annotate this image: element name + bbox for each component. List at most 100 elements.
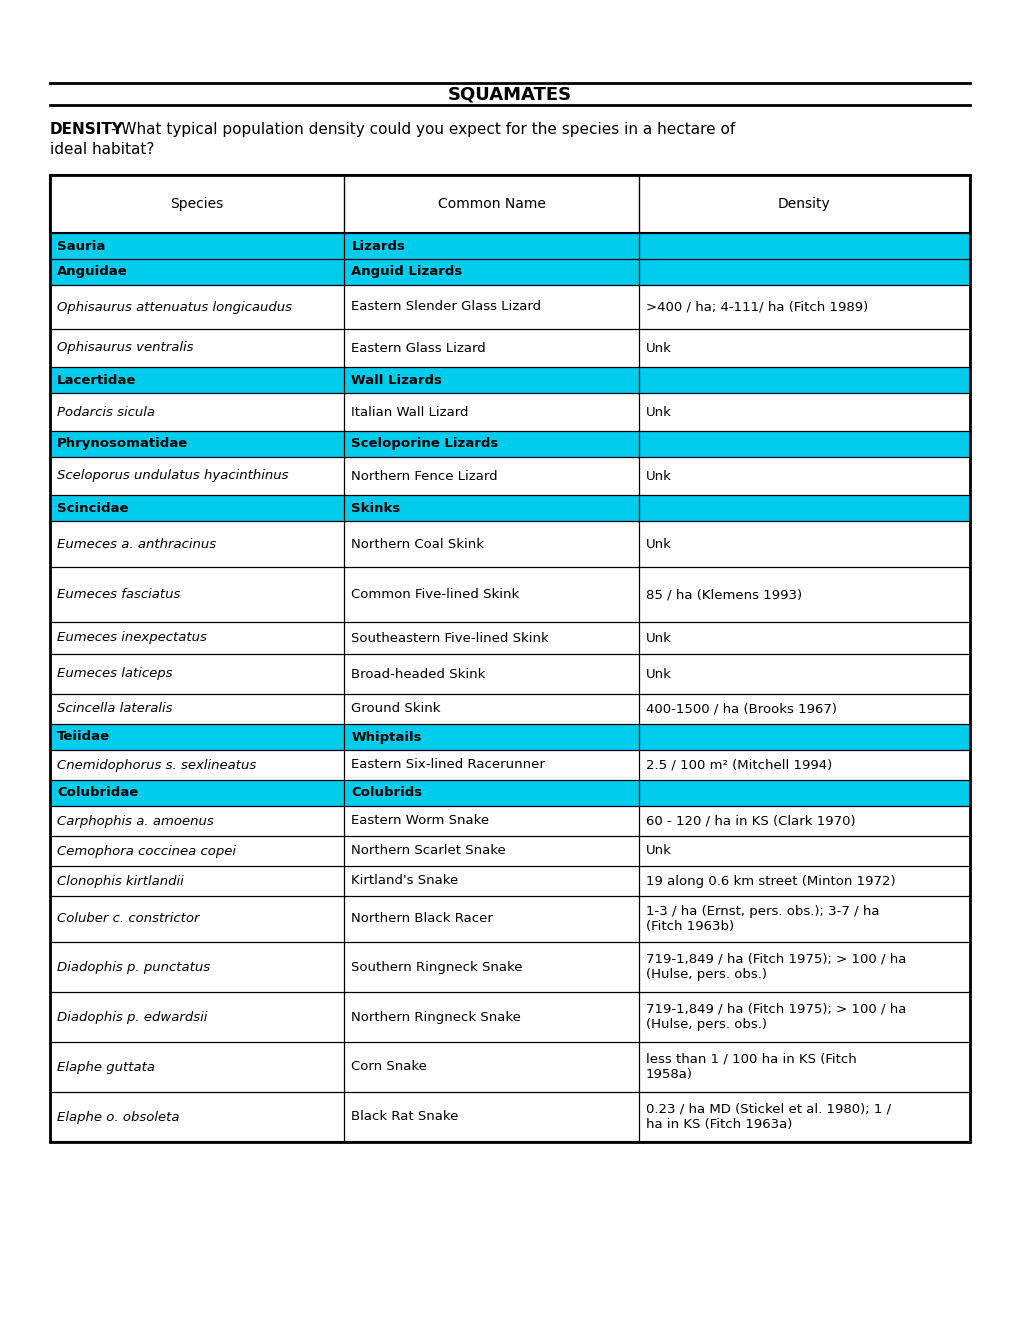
Bar: [50, 1041, 969, 1092]
Bar: [50, 993, 969, 1041]
Text: Unk: Unk: [645, 537, 672, 550]
Bar: [50, 807, 969, 836]
Bar: [50, 393, 969, 432]
Bar: [50, 521, 969, 568]
Text: Unk: Unk: [645, 405, 672, 418]
Text: DENSITY: DENSITY: [50, 121, 124, 137]
Bar: [50, 1092, 969, 1142]
Text: Scincella lateralis: Scincella lateralis: [57, 702, 172, 715]
Bar: [50, 176, 969, 234]
Text: Unk: Unk: [645, 631, 672, 644]
Text: 85 / ha (Klemens 1993): 85 / ha (Klemens 1993): [645, 587, 801, 601]
Text: Northern Black Racer: Northern Black Racer: [352, 912, 493, 925]
Text: 1-3 / ha (Ernst, pers. obs.); 3-7 / ha
(Fitch 1963b): 1-3 / ha (Ernst, pers. obs.); 3-7 / ha (…: [645, 906, 878, 933]
Text: >400 / ha; 4-111/ ha (Fitch 1989): >400 / ha; 4-111/ ha (Fitch 1989): [645, 301, 867, 314]
Text: Sauria: Sauria: [57, 239, 105, 252]
Bar: [50, 495, 969, 521]
Bar: [50, 942, 969, 993]
Text: ideal habitat?: ideal habitat?: [50, 143, 154, 157]
Bar: [50, 896, 969, 942]
Text: Carphophis a. amoenus: Carphophis a. amoenus: [57, 814, 214, 828]
Bar: [50, 432, 969, 457]
Text: Clonophis kirtlandii: Clonophis kirtlandii: [57, 874, 183, 887]
Bar: [50, 836, 969, 866]
Text: Italian Wall Lizard: Italian Wall Lizard: [352, 405, 469, 418]
Text: Podarcis sicula: Podarcis sicula: [57, 405, 155, 418]
Text: 719-1,849 / ha (Fitch 1975); > 100 / ha
(Hulse, pers. obs.): 719-1,849 / ha (Fitch 1975); > 100 / ha …: [645, 953, 905, 981]
Text: SQUAMATES: SQUAMATES: [447, 86, 572, 104]
Bar: [50, 259, 969, 285]
Text: 19 along 0.6 km street (Minton 1972): 19 along 0.6 km street (Minton 1972): [645, 874, 895, 887]
Text: Colubrids: Colubrids: [352, 787, 422, 800]
Text: Southeastern Five-lined Skink: Southeastern Five-lined Skink: [352, 631, 548, 644]
Text: Eumeces a. anthracinus: Eumeces a. anthracinus: [57, 537, 216, 550]
Bar: [50, 234, 969, 259]
Text: Eumeces fasciatus: Eumeces fasciatus: [57, 587, 180, 601]
Text: Broad-headed Skink: Broad-headed Skink: [352, 668, 485, 681]
Text: Wall Lizards: Wall Lizards: [352, 374, 442, 387]
Text: less than 1 / 100 ha in KS (Fitch
1958a): less than 1 / 100 ha in KS (Fitch 1958a): [645, 1053, 856, 1081]
Text: Whiptails: Whiptails: [352, 730, 422, 743]
Text: Northern Coal Skink: Northern Coal Skink: [352, 537, 484, 550]
Bar: [50, 568, 969, 622]
Text: Cemophora coccinea copei: Cemophora coccinea copei: [57, 845, 235, 858]
Text: Eastern Six-lined Racerunner: Eastern Six-lined Racerunner: [352, 759, 545, 771]
Text: Ground Skink: Ground Skink: [352, 702, 440, 715]
Text: Sceloporus undulatus hyacinthinus: Sceloporus undulatus hyacinthinus: [57, 470, 288, 483]
Text: Kirtland's Snake: Kirtland's Snake: [352, 874, 459, 887]
Text: Skinks: Skinks: [352, 502, 400, 515]
Text: 0.23 / ha MD (Stickel et al. 1980); 1 /
ha in KS (Fitch 1963a): 0.23 / ha MD (Stickel et al. 1980); 1 / …: [645, 1104, 890, 1131]
Text: Elaphe guttata: Elaphe guttata: [57, 1060, 155, 1073]
Text: Unk: Unk: [645, 342, 672, 355]
Bar: [50, 457, 969, 495]
Text: Corn Snake: Corn Snake: [352, 1060, 427, 1073]
Text: Northern Fence Lizard: Northern Fence Lizard: [352, 470, 497, 483]
Text: Eastern Glass Lizard: Eastern Glass Lizard: [352, 342, 486, 355]
Text: Diadophis p. punctatus: Diadophis p. punctatus: [57, 961, 210, 974]
Text: Cnemidophorus s. sexlineatus: Cnemidophorus s. sexlineatus: [57, 759, 256, 771]
Text: 400-1500 / ha (Brooks 1967): 400-1500 / ha (Brooks 1967): [645, 702, 836, 715]
Text: Lacertidae: Lacertidae: [57, 374, 137, 387]
Text: 2.5 / 100 m² (Mitchell 1994): 2.5 / 100 m² (Mitchell 1994): [645, 759, 832, 771]
Text: Density: Density: [777, 197, 829, 211]
Text: Sceloporine Lizards: Sceloporine Lizards: [352, 437, 498, 450]
Text: Eastern Slender Glass Lizard: Eastern Slender Glass Lizard: [352, 301, 541, 314]
Bar: [50, 866, 969, 896]
Bar: [50, 750, 969, 780]
Text: Ophisaurus ventralis: Ophisaurus ventralis: [57, 342, 194, 355]
Text: Teiidae: Teiidae: [57, 730, 110, 743]
Text: Eumeces laticeps: Eumeces laticeps: [57, 668, 172, 681]
Text: Common Five-lined Skink: Common Five-lined Skink: [352, 587, 519, 601]
Bar: [50, 622, 969, 653]
Bar: [50, 329, 969, 367]
Text: Elaphe o. obsoleta: Elaphe o. obsoleta: [57, 1110, 179, 1123]
Text: Anguid Lizards: Anguid Lizards: [352, 265, 463, 279]
Text: Diadophis p. edwardsii: Diadophis p. edwardsii: [57, 1011, 207, 1023]
Bar: [50, 653, 969, 694]
Bar: [50, 285, 969, 329]
Text: - What typical population density could you expect for the species in a hectare : - What typical population density could …: [111, 121, 735, 137]
Text: Lizards: Lizards: [352, 239, 405, 252]
Text: 719-1,849 / ha (Fitch 1975); > 100 / ha
(Hulse, pers. obs.): 719-1,849 / ha (Fitch 1975); > 100 / ha …: [645, 1003, 905, 1031]
Text: Northern Scarlet Snake: Northern Scarlet Snake: [352, 845, 505, 858]
Text: 60 - 120 / ha in KS (Clark 1970): 60 - 120 / ha in KS (Clark 1970): [645, 814, 855, 828]
Text: Northern Ringneck Snake: Northern Ringneck Snake: [352, 1011, 521, 1023]
Bar: [50, 367, 969, 393]
Text: Ophisaurus attenuatus longicaudus: Ophisaurus attenuatus longicaudus: [57, 301, 291, 314]
Text: Eastern Worm Snake: Eastern Worm Snake: [352, 814, 489, 828]
Text: Unk: Unk: [645, 845, 672, 858]
Text: Black Rat Snake: Black Rat Snake: [352, 1110, 459, 1123]
Text: Eumeces inexpectatus: Eumeces inexpectatus: [57, 631, 207, 644]
Bar: [50, 780, 969, 807]
Text: Phrynosomatidae: Phrynosomatidae: [57, 437, 189, 450]
Text: Southern Ringneck Snake: Southern Ringneck Snake: [352, 961, 523, 974]
Text: Common Name: Common Name: [437, 197, 545, 211]
Text: Coluber c. constrictor: Coluber c. constrictor: [57, 912, 200, 925]
Text: Scincidae: Scincidae: [57, 502, 128, 515]
Text: Unk: Unk: [645, 470, 672, 483]
Text: Colubridae: Colubridae: [57, 787, 139, 800]
Text: Unk: Unk: [645, 668, 672, 681]
Text: Anguidae: Anguidae: [57, 265, 127, 279]
Bar: [50, 723, 969, 750]
Text: Species: Species: [170, 197, 223, 211]
